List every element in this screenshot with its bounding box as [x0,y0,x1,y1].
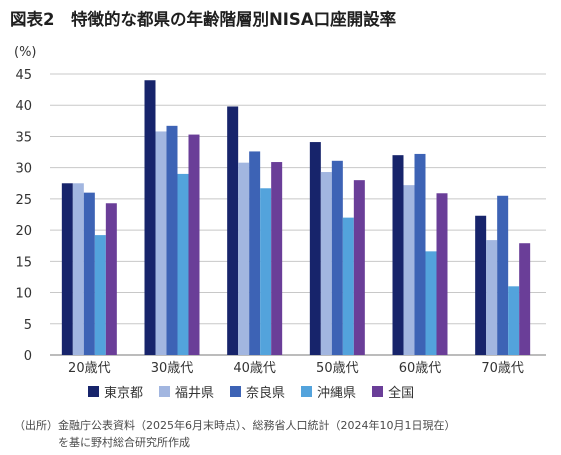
grid-lines [50,73,546,356]
bar [227,106,239,356]
x-tick-label: 20歳代 [68,361,111,376]
legend-label: 沖縄県 [317,386,357,401]
legend-swatch [301,386,313,397]
bar [519,243,531,355]
legend-swatch [372,386,384,397]
y-tick-label: 10 [15,287,32,302]
bar [497,195,509,355]
bar [414,153,426,355]
bar [177,173,189,355]
y-tick-label: 45 [15,68,32,83]
bar [155,131,167,355]
bar-group [227,106,283,356]
legend-label: 福井県 [175,386,215,401]
legend-item: 全国 [372,382,414,401]
bar-groups [61,80,531,356]
y-tick-label: 15 [15,255,32,270]
legend-swatch [230,386,242,397]
bar-group [144,80,200,355]
legend-item: 沖縄県 [301,382,356,401]
legend-label: 奈良県 [246,386,286,401]
bar-group [392,153,448,355]
bar [309,142,321,355]
y-tick-label: 0 [24,349,32,364]
y-axis-unit-label: (%) [14,45,37,60]
bar [475,215,487,355]
legend-item: 奈良県 [230,382,285,401]
bar [144,80,156,355]
chart-title: 図表2 特徴的な都県の年齢階層別NISA口座開設率 [10,10,397,29]
y-tick-label: 35 [15,130,32,145]
bar-chart: 0 5 10 15 20 25 30 35 40 45 20歳代 30歳代 40歳代 50歳代 60歳代 7… [14,45,546,376]
legend-swatch [88,386,99,397]
bar [320,172,332,355]
bar [508,286,520,355]
source-note: （出所）金融庁公表資料（2025年6月末時点）、総務省人口統計（2024年10月… [14,417,455,451]
chart-legend: 東京都 福井県 奈良県 沖縄県 全国 [88,382,430,401]
legend-item: 東京都 [88,382,143,401]
bar [260,188,272,355]
source-line-1: （出所）金融庁公表資料（2025年6月末時点）、総務省人口統計（2024年10月… [14,419,456,432]
bar [403,185,415,355]
bar [271,162,283,355]
x-tick-label: 70歳代 [481,361,524,376]
x-tick-label: 30歳代 [151,361,194,376]
bar [331,160,343,355]
bar [238,162,250,355]
bar [188,134,200,355]
bar [61,183,73,355]
legend-label: 全国 [388,386,415,401]
x-tick-label: 50歳代 [316,361,359,376]
y-tick-label: 40 [15,99,32,114]
bar [342,217,354,355]
y-tick-label: 30 [15,162,32,177]
x-tick-label: 40歳代 [233,361,276,376]
bar-group [61,183,117,355]
y-tick-label: 20 [15,224,32,239]
bar [105,203,117,355]
legend-label: 東京都 [104,386,144,401]
x-tick-label: 60歳代 [399,361,442,376]
bar-group [475,195,531,355]
y-axis-ticks: 0 5 10 15 20 25 30 35 40 45 [15,68,32,364]
bar [72,183,84,355]
bar [353,180,365,355]
bar [83,192,95,355]
bar [436,193,448,355]
x-axis-ticks: 20歳代 30歳代 40歳代 50歳代 60歳代 70歳代 [68,361,524,376]
bar [392,155,404,355]
y-tick-label: 5 [24,318,32,333]
source-line-2: を基に野村総合研究所作成 [58,436,190,449]
bar [249,151,261,355]
legend-item: 福井県 [159,382,214,401]
legend-swatch [159,386,171,397]
bar [425,251,437,355]
bar [486,240,498,355]
y-tick-label: 25 [15,193,32,208]
bar [94,235,106,355]
bar-group [309,142,365,355]
bar [166,125,178,355]
